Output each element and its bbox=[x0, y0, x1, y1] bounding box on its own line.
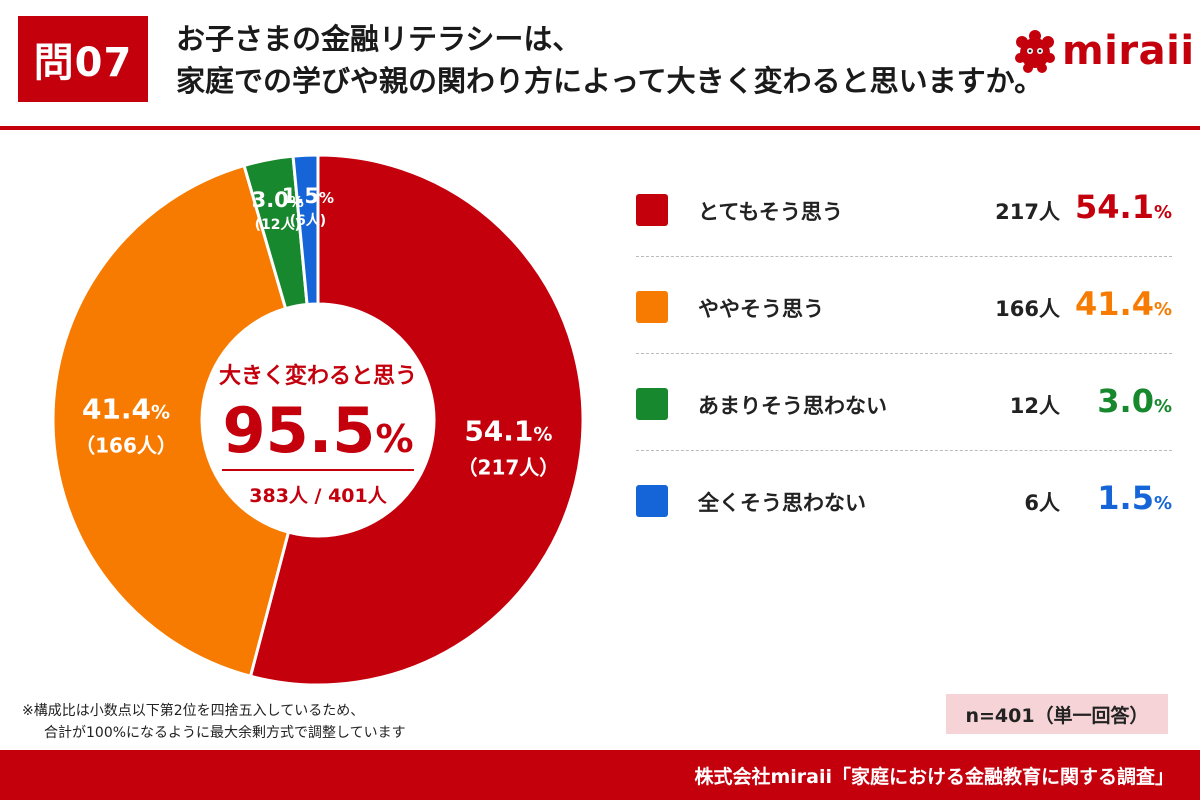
slice-percent-unit: % bbox=[289, 193, 304, 211]
slice-percent-unit: % bbox=[319, 189, 334, 207]
legend-label: とてもそう思う bbox=[698, 200, 843, 224]
legend-percent-unit: % bbox=[1153, 493, 1172, 514]
legend-count: 217人 bbox=[995, 200, 1060, 224]
slice-percent-label: 41.4% bbox=[82, 392, 170, 425]
legend-count: 6人 bbox=[1024, 491, 1060, 515]
survey-question-title: お子さまの金融リテラシーは、 家庭での学びや親の関わり方によって大きく変わると思… bbox=[176, 18, 1043, 102]
legend-percent: 54.1% bbox=[1075, 188, 1172, 226]
legend-label: あまりそう思わない bbox=[698, 394, 887, 418]
legend-percent-value: 41.4 bbox=[1075, 285, 1154, 323]
slice-strongly-disagree bbox=[291, 153, 320, 307]
slice-count-label: （217人） bbox=[458, 456, 560, 480]
legend-percent: 41.4% bbox=[1075, 285, 1172, 323]
legend-count: 166人 bbox=[995, 297, 1060, 321]
legend-row-strongly-disagree: 全くそう思わない 6人 1.5% bbox=[636, 451, 1172, 548]
slice-percent-label: 1.5% bbox=[282, 184, 334, 208]
title-line-2: 家庭での学びや親の関わり方によって大きく変わると思いますか。 bbox=[176, 64, 1044, 98]
legend-percent: 3.0% bbox=[1097, 382, 1172, 420]
logo-text: miraii bbox=[1062, 28, 1195, 74]
question-number-badge: 問07 bbox=[18, 16, 148, 102]
footer-source: 株式会社miraii「家庭における金融教育に関する調査」 bbox=[0, 750, 1200, 800]
slice-count-label: （166人） bbox=[75, 433, 177, 457]
center-sub: 383人 / 401人 bbox=[249, 485, 387, 507]
slice-strongly-agree bbox=[248, 153, 585, 687]
slice-percent-value: 1.5 bbox=[282, 184, 319, 208]
legend-percent-value: 54.1 bbox=[1075, 188, 1154, 226]
center-label: 大きく変わると思う bbox=[219, 363, 417, 389]
slice-percent-value: 3.0 bbox=[252, 188, 289, 212]
legend-percent-unit: % bbox=[1153, 396, 1172, 417]
legend-percent-unit: % bbox=[1153, 299, 1172, 320]
sample-size-badge: n=401（単一回答） bbox=[946, 694, 1168, 734]
slice-count-label: (6人) bbox=[290, 212, 327, 229]
slice-percent-value: 54.1 bbox=[464, 415, 533, 448]
legend-swatch bbox=[636, 291, 668, 323]
logo-mascot-icon bbox=[1015, 30, 1055, 73]
legend-count: 12人 bbox=[1009, 394, 1060, 418]
legend-label: ややそう思う bbox=[698, 297, 824, 321]
legend-percent-value: 3.0 bbox=[1097, 382, 1154, 420]
center-value: 95.5% bbox=[222, 394, 413, 467]
footnote-line-2: 合計が100%になるように最大余剰方式で調整しています bbox=[44, 725, 406, 741]
slice-percent-value: 41.4 bbox=[82, 392, 151, 425]
legend: とてもそう思う 217人 54.1% ややそう思う 166人 41.4% あまり… bbox=[636, 160, 1172, 548]
slice-labels: 54.1%（217人）41.4%（166人）3.0%(12人)1.5%(6人) bbox=[75, 184, 559, 479]
slice-percent-label: 3.0% bbox=[252, 188, 304, 212]
slice-percent-label: 54.1% bbox=[464, 415, 552, 448]
slice-percent-unit: % bbox=[151, 401, 170, 423]
legend-label: 全くそう思わない bbox=[698, 491, 866, 515]
footnote-line-1: ※構成比は小数点以下第2位を四捨五入しているため、 bbox=[22, 703, 365, 719]
miraii-logo: miraii bbox=[1012, 28, 1195, 74]
center-value-number: 95.5 bbox=[222, 394, 375, 467]
legend-percent-value: 1.5 bbox=[1097, 479, 1154, 517]
legend-row-somewhat-disagree: あまりそう思わない 12人 3.0% bbox=[636, 354, 1172, 451]
legend-swatch bbox=[636, 194, 668, 226]
footnote: ※構成比は小数点以下第2位を四捨五入しているため、 合計が100%になるように最… bbox=[22, 700, 406, 744]
donut-chart: 大きく変わると思う 95.5% 383人 / 401人 54.1% （217人） 4… bbox=[51, 153, 585, 687]
legend-row-strongly-agree: とてもそう思う 217人 54.1% bbox=[636, 160, 1172, 257]
legend-row-somewhat-agree: ややそう思う 166人 41.4% bbox=[636, 257, 1172, 354]
legend-swatch bbox=[636, 485, 668, 517]
slice-somewhat-agree bbox=[51, 163, 291, 679]
title-line-1: お子さまの金融リテラシーは、 bbox=[176, 22, 582, 56]
donut-hole bbox=[203, 305, 433, 535]
slice-percent-unit: % bbox=[533, 424, 552, 446]
donut-slices bbox=[51, 153, 585, 687]
legend-swatch bbox=[636, 388, 668, 420]
slice-count-label: (12人) bbox=[255, 216, 301, 233]
legend-percent-unit: % bbox=[1153, 202, 1172, 223]
legend-percent: 1.5% bbox=[1097, 479, 1172, 517]
center-value-unit: % bbox=[375, 417, 413, 461]
header-divider bbox=[0, 126, 1200, 130]
